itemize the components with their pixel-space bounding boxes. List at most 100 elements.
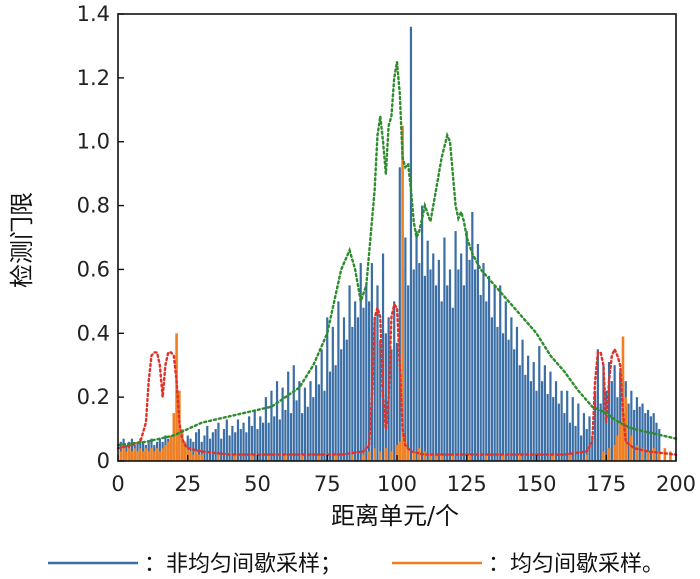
bar-non_uniform — [284, 409, 287, 461]
bar-non_uniform — [599, 403, 602, 461]
bar-non_uniform — [633, 409, 636, 461]
bar-non_uniform — [287, 371, 290, 461]
bar-non_uniform — [437, 259, 440, 461]
bar-uniform — [440, 454, 443, 461]
bar-non_uniform — [585, 429, 588, 461]
legend-label-non-uniform: ：非均匀间歇采样； — [144, 552, 342, 577]
y-tick-label: 1.0 — [77, 130, 110, 154]
bar-non_uniform — [214, 429, 217, 461]
bar-uniform — [127, 448, 131, 461]
bar-non_uniform — [482, 263, 485, 461]
bar-non_uniform — [317, 384, 320, 461]
bar-uniform — [635, 445, 639, 461]
bar-non_uniform — [462, 285, 466, 461]
bar-uniform — [152, 451, 156, 461]
bar-uniform — [284, 454, 287, 461]
bar-non_uniform — [275, 381, 279, 461]
bar-non_uniform — [356, 317, 360, 461]
bar-non_uniform — [580, 435, 583, 461]
bar-uniform — [607, 448, 611, 461]
bar-non_uniform — [248, 416, 251, 461]
bar-uniform — [147, 451, 150, 461]
bar-non_uniform — [460, 253, 463, 461]
bar-non_uniform — [658, 429, 661, 461]
x-tick-label: 75 — [314, 472, 341, 496]
bar-uniform — [267, 454, 270, 461]
bar-uniform — [384, 448, 388, 461]
y-tick-label: 0.4 — [77, 321, 110, 345]
y-tick-label: 1.2 — [77, 66, 110, 90]
bar-uniform — [616, 435, 619, 461]
bar-non_uniform — [619, 371, 622, 461]
x-tick-label: 0 — [111, 472, 124, 496]
bar-non_uniform — [130, 438, 134, 461]
bar-non_uniform — [398, 167, 401, 461]
bar-uniform — [669, 451, 672, 461]
legend-label-uniform: ：均匀间歇采样。 — [488, 552, 664, 577]
line-red_dotted — [116, 301, 678, 456]
bar-uniform — [624, 397, 628, 461]
bar-non_uniform — [242, 422, 245, 461]
bar-uniform — [663, 448, 667, 461]
bar-non_uniform — [563, 413, 566, 461]
bar-non_uniform — [465, 231, 468, 461]
bar-uniform — [423, 451, 427, 461]
bar-uniform — [161, 448, 164, 461]
bar-uniform — [451, 454, 455, 461]
bar-non_uniform — [362, 307, 365, 461]
x-axis-title: 距离单元/个 — [331, 502, 459, 530]
bar-non_uniform — [381, 253, 385, 461]
bar-non_uniform — [510, 317, 513, 461]
bar-uniform — [518, 454, 522, 461]
bar-uniform — [136, 451, 139, 461]
bar-uniform — [194, 451, 198, 461]
bar-non_uniform — [312, 397, 315, 461]
bar-uniform — [139, 448, 142, 461]
y-tick-label: 1.4 — [77, 2, 110, 26]
bar-uniform — [434, 454, 438, 461]
bar-uniform — [351, 454, 354, 461]
bar-non_uniform — [337, 301, 340, 461]
bar-non_uniform — [147, 441, 150, 461]
bar-non_uniform — [359, 263, 362, 461]
bar-non_uniform — [574, 425, 577, 461]
bar-non_uniform — [270, 390, 273, 461]
bar-non_uniform — [607, 362, 611, 461]
bar-non_uniform — [524, 374, 527, 461]
bar-uniform — [133, 448, 137, 461]
bar-uniform — [130, 451, 134, 461]
bar-uniform — [390, 451, 393, 461]
bar-non_uniform — [331, 326, 334, 461]
bar-non_uniform — [535, 390, 538, 461]
bar-non_uniform — [412, 269, 415, 461]
bar-non_uniform — [354, 301, 357, 461]
bar-non_uniform — [379, 339, 382, 461]
bar-uniform — [484, 454, 488, 461]
x-tick-label: 175 — [586, 472, 626, 496]
bar-non_uniform — [474, 269, 477, 461]
bar-non_uniform — [440, 301, 443, 461]
bar-non_uniform — [613, 365, 616, 461]
bar-non_uniform — [487, 275, 491, 461]
series-green_dotted — [116, 61, 678, 447]
bar-non_uniform — [521, 339, 524, 461]
bar-uniform — [395, 445, 399, 461]
bar-uniform — [618, 422, 622, 461]
bar-uniform — [652, 448, 655, 461]
bar-non_uniform — [468, 259, 471, 461]
legend: ：非均匀间歇采样； ：均匀间歇采样。 — [48, 552, 664, 577]
bar-non_uniform — [373, 317, 376, 461]
bar-non_uniform — [278, 419, 281, 461]
x-tick-label: 200 — [656, 472, 696, 496]
bar-non_uniform — [351, 326, 354, 461]
bar-non_uniform — [203, 435, 206, 461]
bar-non_uniform — [239, 429, 242, 461]
bar-non_uniform — [540, 381, 544, 461]
bar-non_uniform — [328, 371, 332, 461]
bar-non_uniform — [217, 422, 220, 461]
bar-uniform — [250, 454, 254, 461]
bar-non_uniform — [261, 422, 265, 461]
bar-non_uniform — [577, 403, 580, 461]
